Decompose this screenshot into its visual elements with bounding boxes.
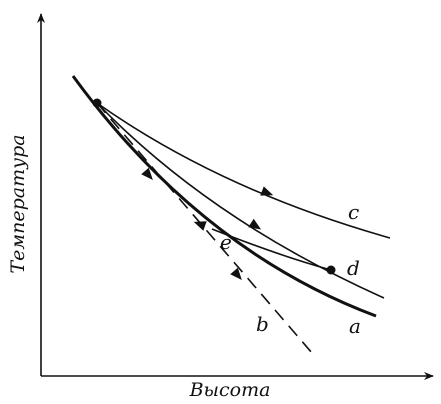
label-c: c <box>348 200 359 224</box>
label-a: a <box>349 314 361 338</box>
arrow-on-b-upper <box>141 167 153 181</box>
arrow-on-b-lower <box>230 267 242 281</box>
y-axis-label: Температура <box>7 134 29 273</box>
arrow-on-d <box>248 218 262 230</box>
arrow-on-c <box>260 186 274 196</box>
curve-e <box>211 228 332 271</box>
x-axis-label: Высота <box>189 379 271 401</box>
point-on-d <box>326 265 336 275</box>
curve-b <box>96 102 313 354</box>
arrow-on-e <box>193 221 207 231</box>
label-d: d <box>347 256 360 280</box>
curve-a <box>71 75 377 318</box>
start-point <box>92 98 102 108</box>
curve-c <box>96 102 391 239</box>
curve-d <box>96 102 385 299</box>
label-b: b <box>256 312 269 336</box>
label-e: e <box>220 230 232 254</box>
